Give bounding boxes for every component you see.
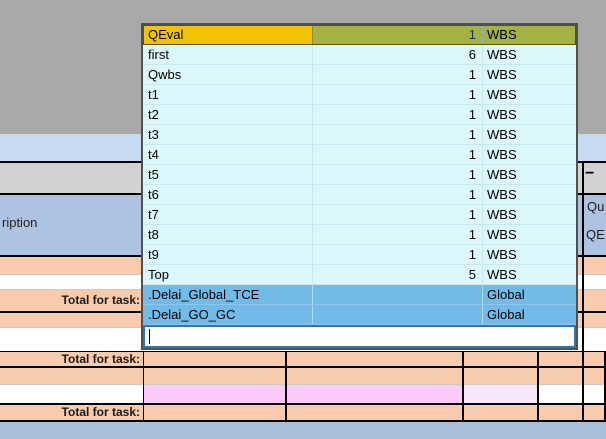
collapse-button[interactable]: −	[585, 165, 595, 182]
dropdown-item-type: WBS	[487, 187, 517, 202]
table-cell[interactable]	[462, 385, 537, 403]
dropdown-item[interactable]: t2 1 WBS	[143, 105, 576, 125]
dropdown-item-count: 1	[313, 205, 483, 224]
table-cell[interactable]	[143, 385, 285, 403]
dropdown-item-type: WBS	[487, 47, 517, 62]
dropdown-item-type: WBS	[487, 267, 517, 282]
divider	[0, 366, 606, 368]
dropdown-item[interactable]: t3 1 WBS	[143, 125, 576, 145]
dropdown-item-count	[313, 305, 483, 324]
total-for-task-label: Total for task:	[61, 405, 140, 419]
dropdown-item-name: t6	[143, 185, 313, 204]
table-cell[interactable]	[0, 385, 143, 403]
table-row[interactable]	[0, 368, 606, 384]
dropdown-item[interactable]: .Delai_Global_TCE Global	[143, 285, 576, 305]
group-footer-bar	[0, 422, 606, 439]
total-row: Total for task:	[0, 405, 606, 420]
dropdown-item-count: 1	[313, 105, 483, 124]
dropdown-item[interactable]: t6 1 WBS	[143, 185, 576, 205]
dropdown-item-name: t9	[143, 245, 313, 264]
dropdown-item-name: t4	[143, 145, 313, 164]
dropdown-item-type: Global	[487, 307, 525, 322]
dropdown-item-count: 1	[313, 65, 483, 84]
dropdown-item-count: 1	[313, 125, 483, 144]
dropdown-item-type: WBS	[487, 27, 517, 42]
grid-line	[582, 163, 584, 420]
dropdown-item-name: t7	[143, 205, 313, 224]
dropdown-item-name: t2	[143, 105, 313, 124]
column-header-fragment: QE	[586, 227, 605, 242]
dropdown-item[interactable]: .Delai_GO_GC Global	[143, 305, 576, 325]
grid-line	[143, 351, 144, 420]
divider	[0, 420, 606, 422]
dropdown-item-name: .Delai_Global_TCE	[143, 285, 313, 304]
dropdown-item-name: .Delai_GO_GC	[143, 305, 313, 324]
dropdown-item-count: 1	[313, 165, 483, 184]
dropdown-item[interactable]: first 6 WBS	[143, 45, 576, 65]
dropdown-item-count: 1	[313, 245, 483, 264]
dropdown-item-type: WBS	[487, 127, 517, 142]
description-column-header: ription	[2, 215, 38, 230]
text-caret	[149, 329, 150, 344]
dropdown-item[interactable]: QEval 1 WBS	[143, 25, 576, 45]
dropdown-item-name: t5	[143, 165, 313, 184]
autocomplete-dropdown: QEval 1 WBS first 6 WBS Qwbs 1 WBS t1 1 …	[141, 23, 578, 350]
grid-line	[604, 351, 606, 420]
dropdown-item-type: Global	[487, 287, 525, 302]
table-row	[0, 385, 606, 403]
total-for-task-label: Total for task:	[61, 352, 140, 366]
table-cell[interactable]	[537, 385, 582, 403]
dropdown-item-name: QEval	[143, 25, 313, 44]
dropdown-item-count: 1	[313, 85, 483, 104]
dropdown-item-list: QEval 1 WBS first 6 WBS Qwbs 1 WBS t1 1 …	[143, 25, 576, 325]
dropdown-item-type: WBS	[487, 247, 517, 262]
dropdown-text-input[interactable]	[143, 325, 576, 348]
dropdown-item-name: Qwbs	[143, 65, 313, 84]
total-for-task-label: Total for task:	[61, 293, 140, 307]
table-cell[interactable]	[582, 385, 606, 403]
dropdown-item-type: WBS	[487, 107, 517, 122]
dropdown-item-count: 5	[313, 265, 483, 284]
dropdown-item-count: 1	[313, 145, 483, 164]
dropdown-item-name: t1	[143, 85, 313, 104]
dropdown-item[interactable]: t1 1 WBS	[143, 85, 576, 105]
divider	[0, 403, 606, 405]
dropdown-item-name: t3	[143, 125, 313, 144]
grid-line	[285, 351, 287, 420]
dropdown-item-count: 1	[313, 185, 483, 204]
dropdown-item[interactable]: Qwbs 1 WBS	[143, 65, 576, 85]
dropdown-item-type: WBS	[487, 87, 517, 102]
dropdown-item-name: first	[143, 45, 313, 64]
dropdown-item-count: 1	[313, 225, 483, 244]
dropdown-item[interactable]: Top 5 WBS	[143, 265, 576, 285]
column-header-fragment: Qu	[587, 199, 605, 214]
dropdown-item-count	[313, 285, 483, 304]
dropdown-item-type: WBS	[487, 167, 517, 182]
grid-line	[462, 351, 464, 420]
dropdown-item-type: WBS	[487, 207, 517, 222]
dropdown-item-type: WBS	[487, 227, 517, 242]
table-cell[interactable]	[285, 385, 462, 403]
dropdown-item[interactable]: t7 1 WBS	[143, 205, 576, 225]
dropdown-item[interactable]: t5 1 WBS	[143, 165, 576, 185]
total-row: Total for task:	[0, 352, 606, 366]
dropdown-item-count: 6	[313, 45, 483, 64]
grid-line	[537, 351, 539, 420]
dropdown-item-name: Top	[143, 265, 313, 284]
dropdown-item-type: WBS	[487, 67, 517, 82]
dropdown-item[interactable]: t4 1 WBS	[143, 145, 576, 165]
divider	[0, 384, 606, 385]
dropdown-item[interactable]: t9 1 WBS	[143, 245, 576, 265]
divider	[0, 351, 606, 352]
dropdown-item[interactable]: t8 1 WBS	[143, 225, 576, 245]
dropdown-item-count: 1	[313, 25, 483, 44]
dropdown-item-name: t8	[143, 225, 313, 244]
dropdown-item-type: WBS	[487, 147, 517, 162]
